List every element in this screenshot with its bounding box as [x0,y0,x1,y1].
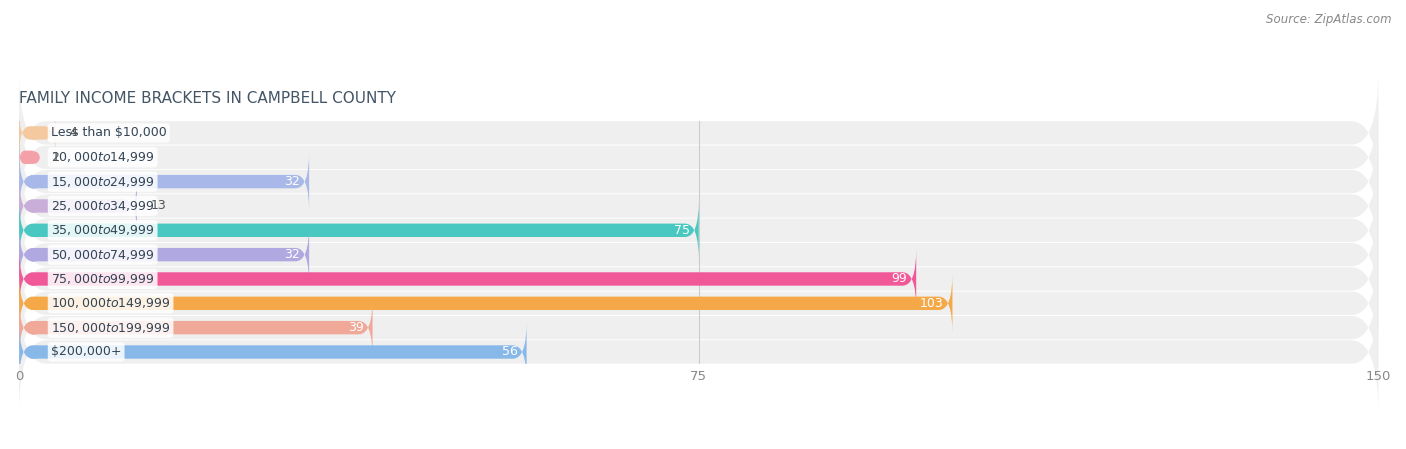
Text: 103: 103 [920,297,943,310]
Text: $150,000 to $199,999: $150,000 to $199,999 [51,321,170,335]
Text: 13: 13 [150,199,166,212]
Text: $50,000 to $74,999: $50,000 to $74,999 [51,248,155,262]
Text: $25,000 to $34,999: $25,000 to $34,999 [51,199,155,213]
Text: 99: 99 [891,273,907,286]
FancyBboxPatch shape [20,152,309,211]
FancyBboxPatch shape [20,200,699,260]
FancyBboxPatch shape [20,242,1378,365]
FancyBboxPatch shape [20,169,1378,292]
Text: 32: 32 [284,175,299,188]
FancyBboxPatch shape [20,273,952,333]
FancyBboxPatch shape [20,145,1378,267]
FancyBboxPatch shape [20,225,309,285]
Text: 39: 39 [347,321,364,334]
FancyBboxPatch shape [20,298,373,357]
FancyBboxPatch shape [20,150,38,165]
Text: 2: 2 [51,151,59,164]
Text: Source: ZipAtlas.com: Source: ZipAtlas.com [1267,13,1392,26]
Text: $10,000 to $14,999: $10,000 to $14,999 [51,150,155,164]
Text: $200,000+: $200,000+ [51,345,121,358]
FancyBboxPatch shape [20,120,1378,243]
Text: 4: 4 [69,127,77,140]
FancyBboxPatch shape [20,110,55,155]
Text: $35,000 to $49,999: $35,000 to $49,999 [51,223,155,237]
FancyBboxPatch shape [20,291,1378,414]
FancyBboxPatch shape [20,218,1378,340]
FancyBboxPatch shape [20,322,527,382]
Text: 56: 56 [502,345,517,358]
FancyBboxPatch shape [20,96,1378,219]
FancyBboxPatch shape [20,249,917,309]
Text: 75: 75 [673,224,690,237]
FancyBboxPatch shape [20,71,1378,194]
Text: Less than $10,000: Less than $10,000 [51,127,167,140]
Text: $100,000 to $149,999: $100,000 to $149,999 [51,296,170,310]
FancyBboxPatch shape [20,176,136,236]
Text: FAMILY INCOME BRACKETS IN CAMPBELL COUNTY: FAMILY INCOME BRACKETS IN CAMPBELL COUNT… [20,91,396,106]
Text: $75,000 to $99,999: $75,000 to $99,999 [51,272,155,286]
Text: 32: 32 [284,248,299,261]
Text: $15,000 to $24,999: $15,000 to $24,999 [51,175,155,189]
FancyBboxPatch shape [20,266,1378,389]
FancyBboxPatch shape [20,193,1378,316]
